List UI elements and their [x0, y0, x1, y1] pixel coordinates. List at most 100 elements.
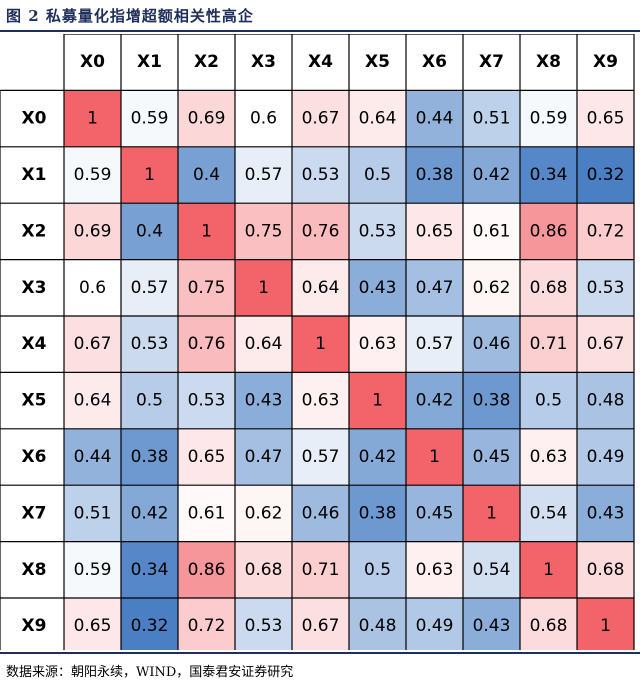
cell-value-label: 0.57	[245, 165, 283, 185]
heatmap-cell	[64, 259, 121, 316]
heatmap-cell	[520, 146, 577, 204]
cell-value-label: 0.64	[359, 109, 397, 129]
heatmap-cell	[64, 146, 121, 204]
heatmap-cell	[64, 90, 121, 147]
cell-value-label: 1	[543, 560, 554, 580]
row-label: X6	[22, 447, 47, 467]
cell-value-label: 0.42	[473, 165, 511, 185]
heatmap-cell	[577, 203, 634, 260]
heatmap-cell	[577, 316, 634, 373]
row-label: X5	[22, 391, 47, 411]
cell-value-label: 0.5	[136, 391, 163, 411]
cell-value-label: 0.62	[245, 503, 283, 523]
cell-value-label: 0.51	[473, 109, 511, 129]
cell-value-label: 0.49	[587, 447, 625, 467]
cell-value-label: 0.57	[416, 334, 454, 354]
row-label: X9	[22, 616, 47, 636]
heatmap-cell	[349, 90, 406, 147]
cell-value-label: 0.86	[188, 560, 226, 580]
heatmap-cell	[520, 203, 577, 260]
heatmap-cell	[520, 316, 577, 373]
cell-value-label: 0.68	[530, 278, 568, 298]
cell-value-label: 0.61	[188, 503, 226, 523]
heatmap-cell	[406, 598, 463, 650]
heatmap-cell	[292, 90, 349, 147]
heatmap-cell	[463, 428, 520, 486]
heatmap-cell	[349, 259, 406, 316]
heatmap-cell	[520, 485, 577, 542]
cell-value-label: 0.53	[359, 221, 397, 241]
cell-value-label: 0.68	[587, 560, 625, 580]
heatmap-cell	[235, 90, 292, 147]
cell-value-label: 0.72	[587, 221, 625, 241]
cell-value-label: 0.65	[587, 109, 625, 129]
heatmap-cell	[292, 203, 349, 260]
heatmap-cell	[520, 541, 577, 598]
cell-value-label: 0.67	[302, 616, 340, 636]
column-label: X7	[479, 52, 504, 72]
heatmap-cell	[463, 316, 520, 373]
heatmap-cell	[577, 598, 634, 650]
correlation-heatmap: 1 0.59 0.69 0.6 0.67 0.64 0.44 0.51 0.59 0.650.59…	[0, 34, 635, 650]
heatmap-cell	[235, 259, 292, 316]
heatmap-cell	[235, 541, 292, 598]
row-label: X1	[22, 165, 47, 185]
cell-value-label: 0.63	[416, 560, 454, 580]
heatmap-cell	[577, 146, 634, 204]
cell-value-label: 0.76	[188, 334, 226, 354]
heatmap-cell	[178, 316, 235, 373]
cell-value-label: 0.71	[302, 560, 340, 580]
figure-title-bar: 图 2 私募量化指增超额相关性高企	[0, 0, 640, 32]
cell-value-label: 0.32	[587, 165, 625, 185]
cell-value-label: 0.65	[416, 221, 454, 241]
heatmap-cell	[349, 541, 406, 598]
heatmap-cell	[463, 485, 520, 542]
heatmap-cell	[520, 90, 577, 147]
row-label: X7	[22, 503, 47, 523]
heatmap-cell	[406, 372, 463, 429]
cell-value-label: 1	[372, 391, 383, 411]
cell-value-label: 0.63	[302, 391, 340, 411]
cell-value-label: 0.43	[359, 278, 397, 298]
heatmap-cell	[178, 428, 235, 486]
heatmap-cell	[406, 428, 463, 486]
cell-value-label: 0.65	[74, 616, 112, 636]
heatmap-cell	[520, 259, 577, 316]
cell-value-label: 0.48	[359, 616, 397, 636]
cell-value-label: 0.44	[416, 109, 454, 129]
heatmap-cell	[121, 372, 178, 429]
row-label: X3	[22, 278, 47, 298]
cell-value-label: 0.49	[416, 616, 454, 636]
source-note: 数据来源：朝阳永续，WIND，国泰君安证券研究	[6, 665, 294, 680]
cell-value-label: 0.42	[359, 447, 397, 467]
heatmap-cell	[64, 485, 121, 542]
cell-value-label: 0.71	[530, 334, 568, 354]
heatmap-cell	[235, 598, 292, 650]
cell-value-label: 0.59	[131, 109, 169, 129]
heatmap-cell	[463, 598, 520, 650]
cell-value-label: 0.57	[302, 447, 340, 467]
cell-value-label: 0.68	[530, 616, 568, 636]
cell-value-label: 0.63	[530, 447, 568, 467]
heatmap-cell	[292, 541, 349, 598]
heatmap-cell	[292, 372, 349, 429]
heatmap-cell	[292, 485, 349, 542]
cell-value-label: 0.38	[416, 165, 454, 185]
column-label: X0	[80, 52, 105, 72]
cell-value-label: 0.53	[245, 616, 283, 636]
cell-value-label: 0.32	[131, 616, 169, 636]
cell-value-label: 0.69	[74, 221, 112, 241]
cell-value-label: 0.76	[302, 221, 340, 241]
heatmap-cell	[406, 485, 463, 542]
cell-value-label: 0.86	[530, 221, 568, 241]
heatmap-cell	[64, 203, 121, 260]
cell-value-label: 0.53	[587, 278, 625, 298]
heatmap-cell	[235, 485, 292, 542]
heatmap-cell	[235, 372, 292, 429]
column-label: X3	[251, 52, 276, 72]
heatmap-cell	[292, 428, 349, 486]
heatmap-cell	[292, 598, 349, 650]
heatmap-cell	[406, 541, 463, 598]
row-label: X2	[22, 221, 47, 241]
cell-value-label: 1	[144, 165, 155, 185]
